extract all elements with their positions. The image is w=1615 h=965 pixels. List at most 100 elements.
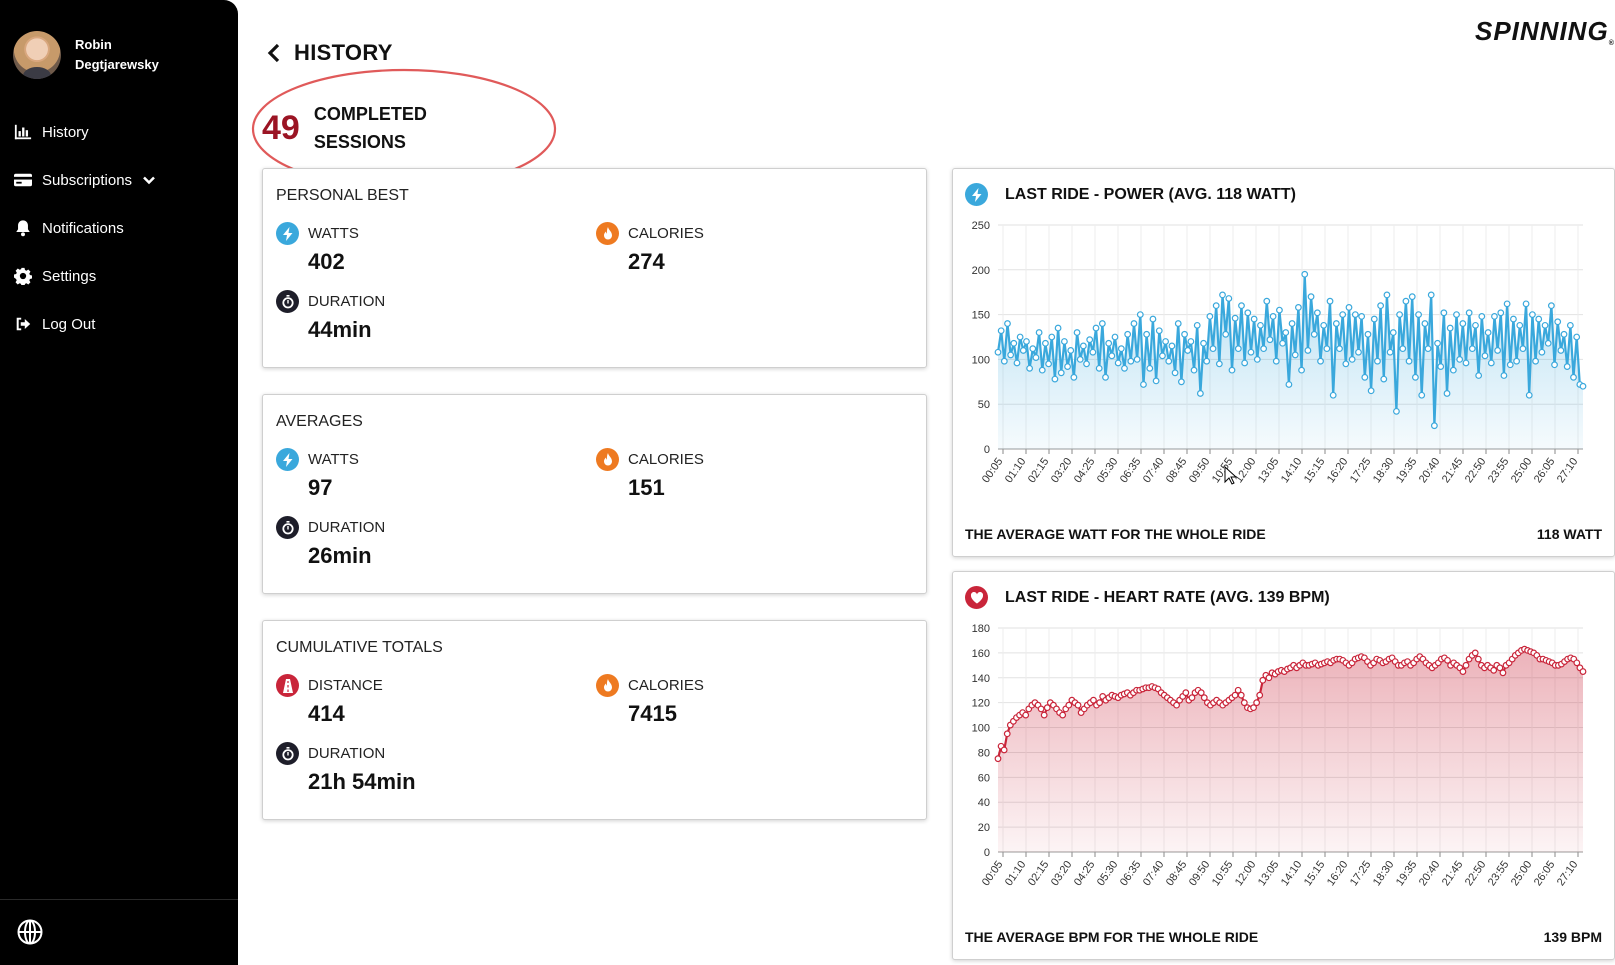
x-tick-label: 06:35: [1118, 859, 1144, 888]
data-point: [1285, 381, 1293, 388]
x-tick-label: 17:25: [1348, 456, 1374, 485]
stat-label: CALORIES: [628, 677, 704, 694]
back-button[interactable]: HISTORY: [266, 40, 393, 66]
data-point: [1256, 691, 1264, 699]
data-point: [1114, 359, 1122, 367]
data-point: [1130, 320, 1138, 327]
data-point: [1566, 321, 1574, 329]
data-point: [1282, 329, 1290, 336]
brand-name: SPINNING: [1475, 16, 1609, 46]
sidebar-nav: History Subscriptions Notifications: [0, 108, 238, 348]
chevron-down-icon[interactable]: [142, 173, 156, 187]
credit-card-icon: [13, 170, 33, 190]
power-chart[interactable]: 0 50 100 150 200 250 00:0501:1002:1503:2004:25…: [953, 209, 1615, 509]
chart-title: LAST RIDE - POWER (AVG. 118 WATT): [1005, 185, 1296, 203]
x-tick-label: 22:50: [1463, 859, 1489, 888]
data-point: [1510, 315, 1517, 323]
data-point: [1444, 656, 1451, 664]
data-point: [1516, 321, 1524, 329]
x-tick-label: 00:05: [980, 456, 1006, 485]
cumulative-totals-card: CUMULATIVE TOTALS DISTANCE 414 CALORIES …: [262, 620, 927, 820]
data-point: [1070, 373, 1078, 381]
data-point: [1098, 320, 1106, 327]
data-point: [1197, 689, 1205, 697]
data-point: [1159, 352, 1166, 360]
data-point: [1560, 330, 1568, 338]
data-point: [1064, 363, 1071, 370]
data-point: [1496, 664, 1504, 672]
chart-footer-label: THE AVERAGE WATT FOR THE WHOLE RIDE: [965, 526, 1266, 542]
card-title: CUMULATIVE TOTALS: [276, 639, 443, 656]
data-point: [1424, 345, 1432, 353]
data-point: [1042, 339, 1049, 347]
data-point: [1323, 345, 1331, 353]
data-point: [1038, 366, 1046, 374]
data-point: [1010, 339, 1018, 347]
data-point: [1272, 357, 1280, 365]
data-point: [1532, 357, 1539, 365]
data-point: [1538, 348, 1546, 356]
data-point: [1184, 347, 1192, 354]
data-point: [1399, 345, 1407, 353]
data-point: [1250, 704, 1257, 712]
gear-icon: [13, 266, 33, 286]
stat-value: 414: [308, 701, 345, 726]
stat-watts: WATTS 402: [276, 222, 359, 275]
user-profile[interactable]: Robin Degtjarewsky: [13, 31, 175, 79]
sidebar-item-logout[interactable]: Log Out: [0, 300, 238, 348]
avatar[interactable]: [13, 31, 61, 79]
x-tick-label: 17:25: [1348, 859, 1374, 888]
data-point: [1494, 347, 1502, 354]
logout-icon: [13, 314, 33, 334]
x-tick-label: 20:40: [1417, 456, 1443, 485]
data-point: [1332, 320, 1340, 327]
data-point: [1136, 311, 1144, 318]
data-point: [1200, 694, 1208, 702]
y-tick-label: 80: [978, 747, 990, 759]
data-point: [1487, 359, 1495, 367]
x-tick-label: 05:30: [1095, 859, 1121, 888]
series-line: [996, 274, 1584, 426]
data-point: [1190, 366, 1198, 374]
sidebar-item-history[interactable]: History: [0, 108, 238, 156]
data-point: [1474, 655, 1482, 663]
user-name: Robin Degtjarewsky: [75, 37, 159, 72]
x-tick-label: 19:35: [1394, 859, 1420, 888]
data-point: [1370, 315, 1378, 323]
data-point: [1263, 297, 1271, 305]
stat-value: 274: [628, 249, 665, 274]
data-point: [1259, 676, 1267, 684]
data-point: [1579, 668, 1587, 675]
data-point: [997, 327, 1005, 335]
averages-card: AVERAGES WATTS 97 CALORIES 151 DURATION …: [262, 394, 927, 594]
brand-registered-mark: ®: [1608, 40, 1615, 47]
x-tick-label: 15:15: [1302, 859, 1328, 888]
power-chart-card: LAST RIDE - POWER (AVG. 118 WATT) 0 50 100…: [952, 168, 1615, 557]
stat-duration: DURATION 21h 54min: [276, 742, 416, 795]
data-point: [1032, 354, 1040, 362]
sidebar-item-settings[interactable]: Settings: [0, 252, 238, 300]
data-point: [1073, 329, 1081, 336]
stat-value: 26min: [308, 543, 372, 568]
y-tick-label: 100: [972, 354, 990, 366]
stat-label: CALORIES: [628, 225, 704, 242]
x-tick-label: 04:25: [1072, 859, 1098, 888]
heart-rate-chart[interactable]: 02040608010012014016018000:0501:1002:150…: [953, 612, 1615, 912]
x-tick-label: 18:30: [1371, 859, 1397, 888]
x-tick-label: 07:40: [1141, 859, 1167, 888]
data-point: [1499, 669, 1507, 677]
data-point: [1342, 360, 1350, 368]
globe-icon[interactable]: [16, 918, 44, 946]
data-point: [1351, 311, 1359, 318]
data-point: [1174, 320, 1182, 327]
data-point: [1456, 355, 1464, 363]
sidebar-item-subscriptions[interactable]: Subscriptions: [0, 156, 238, 204]
data-point: [1067, 347, 1075, 354]
data-point: [1004, 320, 1011, 327]
data-point: [1402, 297, 1410, 305]
data-point: [1188, 694, 1196, 702]
data-point: [1059, 711, 1067, 719]
sidebar-item-notifications[interactable]: Notifications: [0, 204, 238, 252]
data-point: [1206, 312, 1214, 320]
data-point: [1162, 338, 1169, 345]
